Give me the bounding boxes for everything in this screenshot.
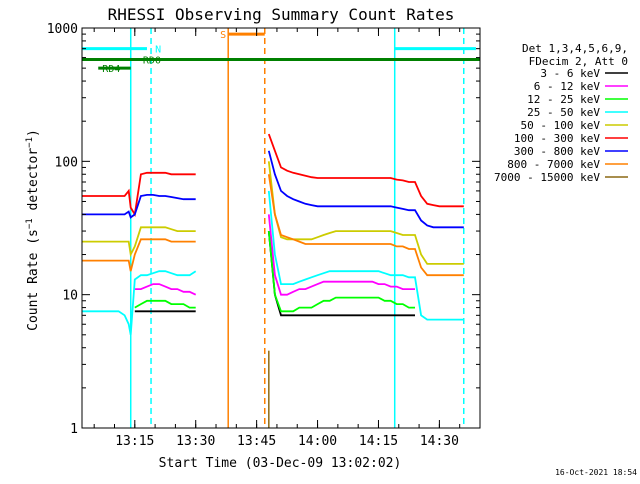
- series-1-line-1: [267, 214, 415, 296]
- x-tick-label: 13:45: [237, 434, 276, 449]
- series-2-line-1: [267, 231, 415, 313]
- series-2-line-0: [134, 299, 196, 309]
- legend-entry-label: 3 - 6 keV: [540, 67, 600, 80]
- plot-frame: [81, 27, 481, 429]
- flag-vertical-lines: [129, 28, 465, 428]
- series-3-line-0: [82, 270, 197, 335]
- series-6-line-0: [82, 193, 196, 219]
- series-3-line-1: [267, 190, 464, 321]
- series-7-line-0: [82, 238, 196, 272]
- x-tick-label: 14:30: [420, 434, 459, 449]
- footer-date: 16-Oct-2021 18:54: [555, 468, 637, 477]
- series-7-line-1: [267, 174, 464, 277]
- legend-entry-label: 7000 - 15000 keV: [494, 171, 600, 184]
- legend-entry-label: 12 - 25 keV: [527, 93, 600, 106]
- flag-label-s: S: [220, 30, 226, 41]
- y-tick-label: 1000: [47, 22, 78, 37]
- legend-header: Det 1,3,4,5,6,9,: [522, 42, 628, 55]
- x-tick-label: 13:30: [176, 434, 215, 449]
- series-lines: [82, 133, 464, 428]
- legend-header: FDecim 2, Att 0: [529, 55, 628, 68]
- legend-entry-label: 6 - 12 keV: [534, 80, 601, 93]
- series-6-line-1: [267, 150, 464, 229]
- y-tick-label: 10: [62, 289, 78, 304]
- flag-label-rd4: RD4: [102, 64, 120, 75]
- series-0-line-1: [267, 231, 415, 317]
- axes: 1 10 100 1000 13:15 13:30 13:45 14:00 14:15 14:30: [47, 22, 481, 449]
- x-axis-label: Start Time (03-Dec-09 13:02:02): [159, 456, 402, 471]
- series-4-line-0: [82, 226, 196, 258]
- series-4-line-1: [267, 161, 464, 265]
- legend-entry-label: 800 - 7000 keV: [507, 158, 600, 171]
- x-tick-label: 13:15: [115, 434, 154, 449]
- legend: Det 1,3,4,5,6,9,FDecim 2, Att 03 - 6 keV…: [494, 42, 628, 184]
- flag-label-n: N: [155, 45, 161, 56]
- chart-title: RHESSI Observing Summary Count Rates: [108, 5, 455, 24]
- series-5-line-1: [267, 133, 464, 208]
- series-1-line-0: [134, 283, 197, 296]
- series-5-line-0: [82, 171, 196, 217]
- y-axis-label: Count Rate (s−1 detector−1): [25, 129, 41, 331]
- x-tick-label: 14:15: [359, 434, 398, 449]
- legend-entry-label: 100 - 300 keV: [514, 132, 600, 145]
- y-tick-label: 100: [55, 155, 78, 170]
- legend-entry-label: 50 - 100 keV: [521, 119, 601, 132]
- legend-entry-label: 300 - 800 keV: [514, 145, 600, 158]
- legend-entry-label: 25 - 50 keV: [527, 106, 600, 119]
- x-tick-label: 14:00: [298, 434, 337, 449]
- flag-label-rd0: RD0: [143, 56, 161, 67]
- y-tick-label: 1: [70, 422, 78, 437]
